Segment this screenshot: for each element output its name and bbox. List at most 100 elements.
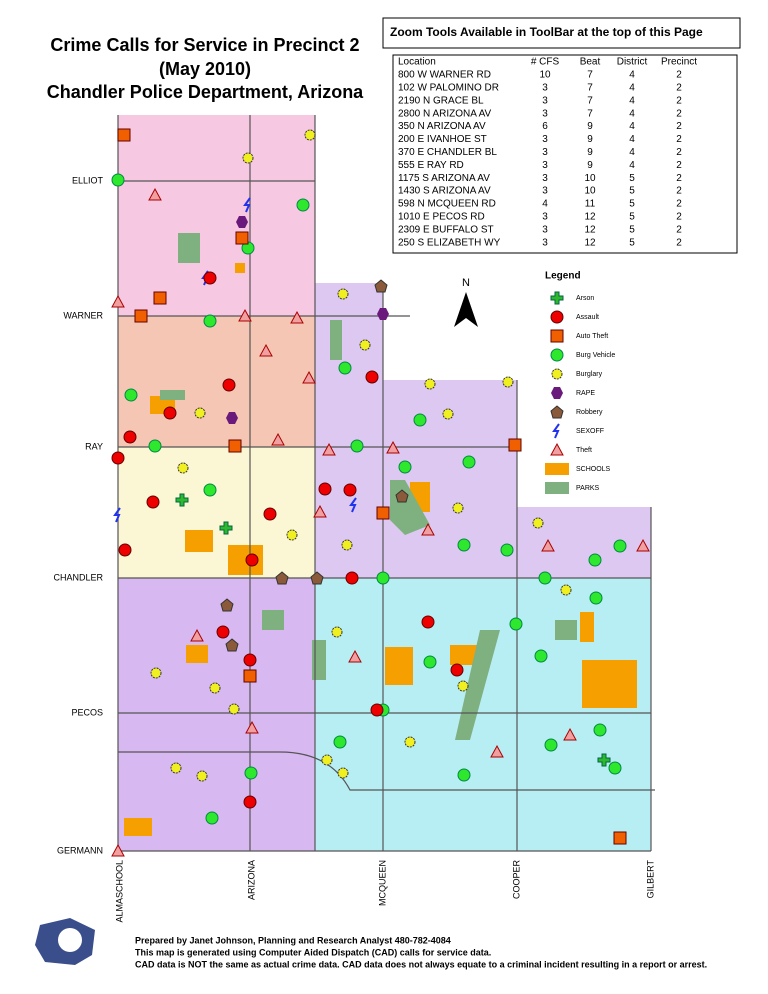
street-label: WARNER <box>63 310 103 320</box>
table-cell: 4 <box>629 147 635 158</box>
table: Location # CFS Beat District Precinct 800 W W… <box>398 57 697 249</box>
legend-label: PARKS <box>576 485 600 492</box>
table-cell: 3 <box>542 186 548 197</box>
assault-marker <box>111 451 125 465</box>
theft-marker <box>271 432 285 446</box>
table-cell: 4 <box>629 160 635 171</box>
table-cell: 2 <box>676 199 682 210</box>
burg-vehicle-marker <box>589 591 603 605</box>
title-line: Chandler Police Department, Arizona <box>47 82 364 102</box>
assault-marker <box>345 571 359 585</box>
robbery-marker <box>275 571 289 585</box>
legend-label: Arson <box>576 295 594 302</box>
footer-line: Prepared by Janet Johnson, Planning and … <box>135 935 451 945</box>
robbery-marker <box>225 638 239 652</box>
table-cell: 3 <box>542 83 548 94</box>
table-cell: 9 <box>587 121 593 132</box>
burglary-marker <box>424 378 436 390</box>
assault-marker <box>343 483 357 497</box>
footer-line: This map is generated using Computer Aid… <box>135 947 491 957</box>
assault-marker <box>123 430 137 444</box>
table-cell: 370 E CHANDLER BL <box>398 147 497 158</box>
theft-marker <box>302 370 316 384</box>
street-label: PECOS <box>71 707 103 717</box>
arson-marker <box>219 521 233 535</box>
table-cell: 2 <box>676 224 682 235</box>
burg-vehicle-marker <box>608 761 622 775</box>
table-cell: 5 <box>629 186 635 197</box>
table-cell: 2 <box>676 83 682 94</box>
logo <box>35 918 95 965</box>
table-cell: 3 <box>542 224 548 235</box>
auto-theft-marker <box>243 669 257 683</box>
table-cell: 12 <box>584 237 596 248</box>
street-label: GILBERT <box>645 860 655 899</box>
auto-theft-marker <box>153 291 167 305</box>
table-cell: 6 <box>542 121 548 132</box>
burg-vehicle-marker <box>544 738 558 752</box>
assault-marker <box>203 271 217 285</box>
table-cell: 555 E RAY RD <box>398 160 464 171</box>
theft-marker <box>636 538 650 552</box>
theft-marker <box>111 294 125 308</box>
title-line: Crime Calls for Service in Precinct 2 <box>50 35 359 55</box>
auto-theft-marker <box>228 439 242 453</box>
assault-marker <box>550 310 564 324</box>
table-cell: 4 <box>542 199 548 210</box>
legend-label: Assault <box>576 314 599 321</box>
auto-theft-marker <box>117 128 131 142</box>
rape-marker <box>551 387 563 399</box>
table-cell: 10 <box>584 173 596 184</box>
arson-marker <box>175 493 189 507</box>
table-cell: 9 <box>587 147 593 158</box>
auto-theft-marker <box>550 329 564 343</box>
assault-marker <box>318 482 332 496</box>
burg-vehicle-marker <box>593 723 607 737</box>
assault-marker <box>450 663 464 677</box>
burg-vehicle-marker <box>148 439 162 453</box>
assault-marker <box>421 615 435 629</box>
table-cell: 10 <box>584 186 596 197</box>
parks-swatch <box>545 482 569 494</box>
table-cell: 10 <box>539 70 551 81</box>
theft-marker <box>111 843 125 857</box>
table-cell: 7 <box>587 108 593 119</box>
legend-label: Burg Vehicle <box>576 352 615 359</box>
auto-theft-marker <box>235 231 249 245</box>
table-cell: 2 <box>676 186 682 197</box>
burg-vehicle-marker <box>244 766 258 780</box>
theft-marker <box>290 310 304 324</box>
legend-label: Auto Theft <box>576 333 608 340</box>
burg-vehicle-marker <box>203 314 217 328</box>
table-cell: 3 <box>542 160 548 171</box>
burglary-marker <box>551 368 563 380</box>
table-cell: 2 <box>676 70 682 81</box>
burg-vehicle-marker <box>124 388 138 402</box>
table-cell: 3 <box>542 237 548 248</box>
rape-marker <box>226 412 238 424</box>
burglary-marker <box>331 626 343 638</box>
legend-label: RAPE <box>576 390 595 397</box>
burglary-marker <box>304 129 316 141</box>
burg-vehicle-marker <box>534 649 548 663</box>
legend-label: SCHOOLS <box>576 466 611 473</box>
burg-vehicle-marker <box>350 439 364 453</box>
burg-vehicle-marker <box>457 538 471 552</box>
table-cell: 102 W PALOMINO DR <box>398 83 499 94</box>
sexoff-marker <box>243 197 251 213</box>
assault-marker <box>146 495 160 509</box>
auto-theft-marker <box>613 831 627 845</box>
street-label: COOPER <box>511 860 521 900</box>
legend-label: SEXOFF <box>576 428 604 435</box>
table-cell: 1010 E PECOS RD <box>398 212 485 223</box>
table-box <box>392 54 738 254</box>
burglary-marker <box>228 703 240 715</box>
burglary-marker <box>286 529 298 541</box>
burglary-marker <box>404 736 416 748</box>
assault-marker <box>222 378 236 392</box>
auto-theft-marker <box>508 438 522 452</box>
theft-marker <box>148 187 162 201</box>
burg-vehicle-marker <box>457 768 471 782</box>
robbery-marker <box>395 489 409 503</box>
table-cell: 800 W WARNER RD <box>398 70 491 81</box>
